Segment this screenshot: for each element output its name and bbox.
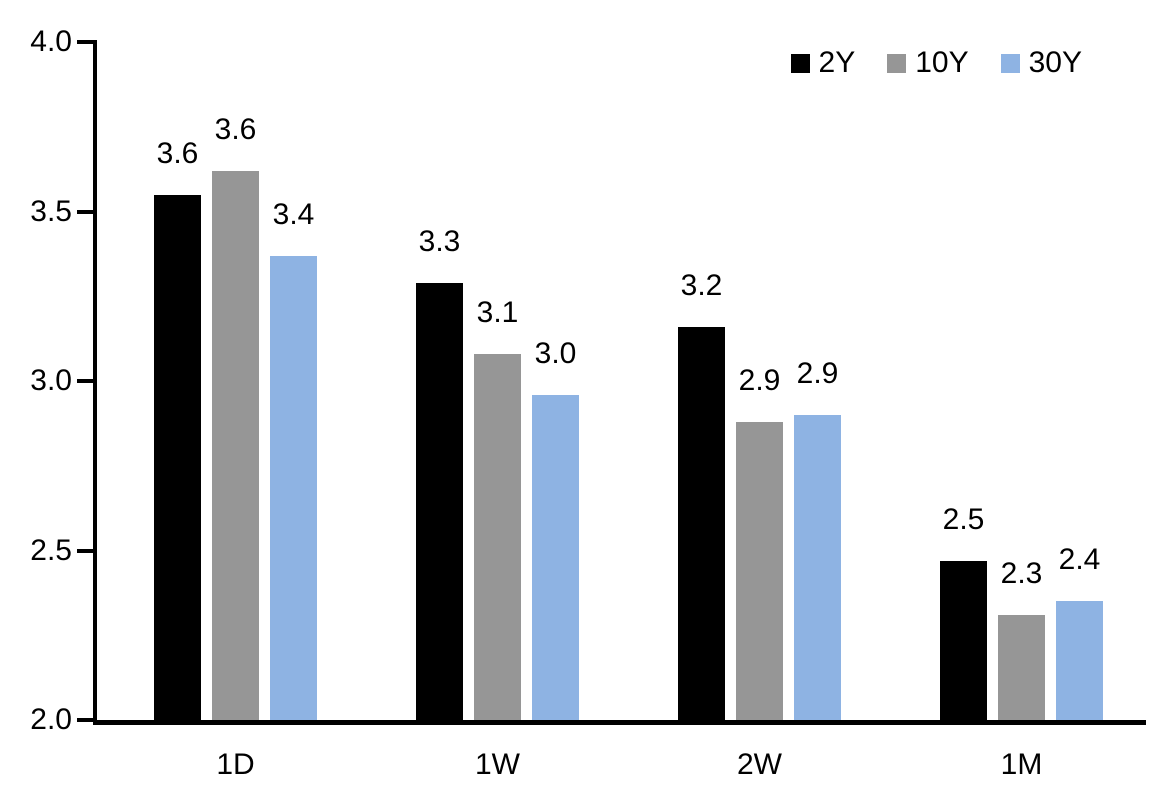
bar-value-label: 3.0	[534, 336, 577, 370]
x-category-label: 1D	[216, 748, 255, 781]
bar-30y-2w	[794, 414, 841, 720]
bar-30y-1d	[270, 255, 317, 720]
bar-value-label: 2.9	[796, 356, 839, 390]
bar-10y-1w	[474, 353, 521, 720]
bar-2y-1m	[940, 560, 987, 720]
bar-2y-2w	[678, 326, 725, 720]
y-tick-label: 3.5	[30, 194, 72, 228]
legend-item-10y: 10Y	[887, 46, 969, 80]
bar-value-label: 2.5	[942, 502, 985, 536]
legend-label-2y: 2Y	[818, 46, 856, 79]
bar-value-label: 3.6	[156, 136, 199, 170]
legend-label-10y: 10Y	[915, 46, 969, 79]
x-category-label: 1W	[475, 748, 520, 781]
bar-30y-1w	[532, 394, 579, 720]
y-axis-tick	[77, 379, 93, 383]
y-tick-label: 2.5	[30, 533, 72, 567]
bar-10y-2w	[736, 421, 783, 720]
legend-swatch-10y-icon	[887, 53, 907, 73]
x-axis-line	[93, 720, 1146, 725]
y-tick-label: 2.0	[30, 703, 72, 736]
bar-value-label: 2.9	[738, 363, 781, 397]
bar-2y-1d	[154, 194, 201, 720]
bar-value-label: 2.3	[1000, 556, 1043, 590]
y-axis-tick	[77, 548, 93, 553]
legend-swatch-30y-icon	[1000, 53, 1020, 73]
legend-label-30y: 30Y	[1028, 46, 1082, 79]
y-tick-label: 4.0	[30, 25, 72, 58]
legend-item-2y: 2Y	[790, 46, 856, 80]
x-category-label: 2W	[737, 748, 782, 781]
bar-10y-1d	[212, 170, 259, 720]
bar-value-label: 3.1	[476, 295, 519, 329]
bar-2y-1w	[416, 282, 463, 720]
bar-value-label: 3.6	[214, 112, 257, 146]
x-category-label: 1M	[1000, 748, 1043, 781]
legend-item-30y: 30Y	[1000, 46, 1082, 80]
y-axis-line	[93, 40, 97, 725]
bar-value-label: 3.4	[272, 197, 315, 231]
legend: 2Y 10Y 30Y	[790, 46, 1082, 80]
bar-30y-1m	[1056, 601, 1103, 720]
bar-value-label: 3.3	[418, 224, 461, 258]
y-tick-label: 3.0	[30, 364, 72, 397]
bar-value-label: 2.4	[1058, 543, 1101, 577]
bar-10y-1m	[998, 614, 1045, 720]
y-axis-tick	[77, 718, 93, 722]
y-axis-tick	[77, 209, 93, 214]
legend-swatch-2y-icon	[790, 53, 810, 73]
bar-value-label: 3.2	[680, 268, 723, 302]
y-axis-tick	[77, 40, 93, 44]
